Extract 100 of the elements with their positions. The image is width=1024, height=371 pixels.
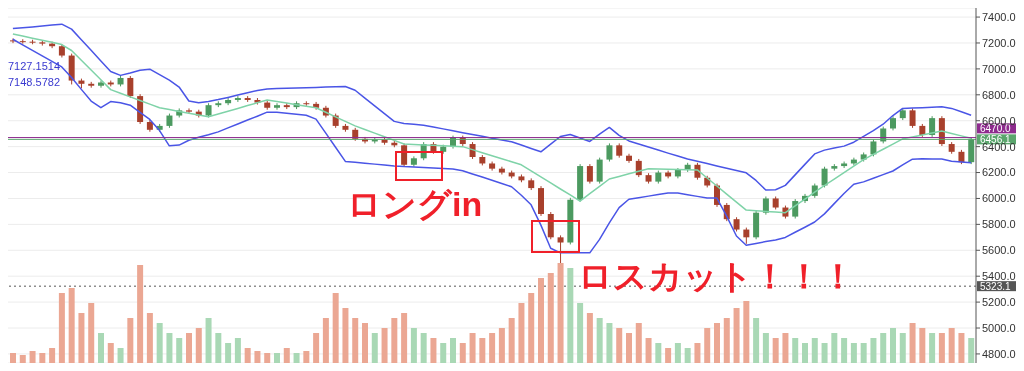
bar — [821, 343, 828, 363]
bar — [860, 343, 867, 363]
bar — [753, 318, 760, 363]
bar — [743, 301, 750, 363]
y-tick-label: 4800.0 — [982, 347, 1016, 360]
bar — [723, 318, 730, 363]
bar — [655, 343, 662, 363]
bar — [802, 343, 808, 363]
bar — [733, 308, 740, 363]
y-tick-label: 5600.0 — [982, 244, 1016, 257]
bar — [948, 328, 955, 363]
candlestick — [909, 107, 916, 129]
bar — [303, 351, 310, 363]
y-tick-label: 5200.0 — [982, 296, 1016, 309]
bar — [420, 333, 427, 363]
bar — [352, 318, 359, 363]
bar — [528, 293, 535, 363]
bar — [782, 333, 789, 363]
candlestick — [821, 166, 828, 188]
bar — [342, 308, 349, 363]
candlestick — [225, 97, 232, 106]
annotation: ロングin — [347, 185, 483, 224]
bar — [254, 351, 261, 363]
candlestick — [762, 196, 769, 216]
y-tick-label: 7000.0 — [982, 62, 1016, 75]
bar — [274, 353, 280, 363]
bar — [811, 338, 818, 363]
bar — [469, 333, 476, 363]
bar — [186, 333, 192, 363]
bar — [547, 273, 554, 363]
candlestick — [19, 38, 26, 45]
candlestick — [596, 157, 603, 185]
bar — [958, 333, 965, 363]
annotation: 7148.5782 — [8, 76, 60, 89]
bar — [450, 338, 456, 363]
bar — [332, 293, 339, 363]
bar — [401, 313, 408, 363]
bar — [880, 333, 887, 363]
bar — [49, 348, 56, 363]
bar — [430, 338, 437, 363]
bar — [39, 353, 46, 363]
bar — [391, 318, 398, 363]
candlestick — [841, 161, 848, 169]
bar — [645, 338, 652, 363]
candlestick — [792, 198, 799, 220]
bar — [459, 343, 466, 363]
bar — [410, 328, 417, 363]
y-tick-label: 5000.0 — [982, 321, 1016, 334]
bar — [508, 318, 515, 363]
bar — [166, 333, 173, 363]
bar — [283, 348, 290, 363]
bar — [762, 333, 769, 363]
bar — [498, 328, 505, 363]
bar — [78, 313, 85, 363]
bar — [586, 313, 593, 363]
bar — [518, 303, 525, 363]
bar — [929, 333, 936, 363]
candlestick — [234, 95, 241, 103]
bar — [714, 323, 720, 363]
bar — [479, 338, 486, 363]
bar — [909, 323, 916, 363]
bar — [968, 338, 975, 363]
bar — [831, 333, 838, 363]
bar — [674, 343, 681, 363]
bar — [156, 323, 163, 363]
annotation: 7127.1514 — [8, 60, 60, 73]
bar — [919, 328, 926, 363]
bar — [176, 338, 183, 363]
bar — [68, 288, 75, 363]
candlestick — [186, 107, 192, 115]
y-tick-label: 5400.0 — [982, 270, 1016, 283]
bar — [899, 333, 906, 363]
bar — [850, 343, 857, 363]
bar — [577, 303, 584, 363]
candlestick — [606, 142, 613, 163]
bar — [567, 268, 574, 363]
candlestick — [274, 102, 280, 111]
bar — [146, 313, 153, 363]
bar — [694, 343, 701, 363]
bar — [195, 328, 202, 363]
bar — [792, 338, 799, 363]
bar — [371, 333, 378, 363]
bar — [10, 353, 16, 363]
bar — [440, 343, 447, 363]
bar — [98, 333, 104, 363]
bar — [244, 348, 251, 363]
bar — [58, 293, 65, 363]
bar — [616, 328, 623, 363]
bar — [117, 348, 124, 363]
bar — [88, 303, 95, 363]
y-tick-label: 7200.0 — [982, 36, 1016, 49]
bar — [225, 343, 232, 363]
bar — [841, 338, 848, 363]
bar — [938, 333, 945, 363]
y-tick-label: 7400.0 — [982, 10, 1016, 23]
bar — [205, 318, 212, 363]
candlestick — [929, 115, 936, 138]
y-tick-label: 5800.0 — [982, 218, 1016, 231]
bar — [596, 318, 603, 363]
y-tick-label: 6800.0 — [982, 88, 1016, 101]
